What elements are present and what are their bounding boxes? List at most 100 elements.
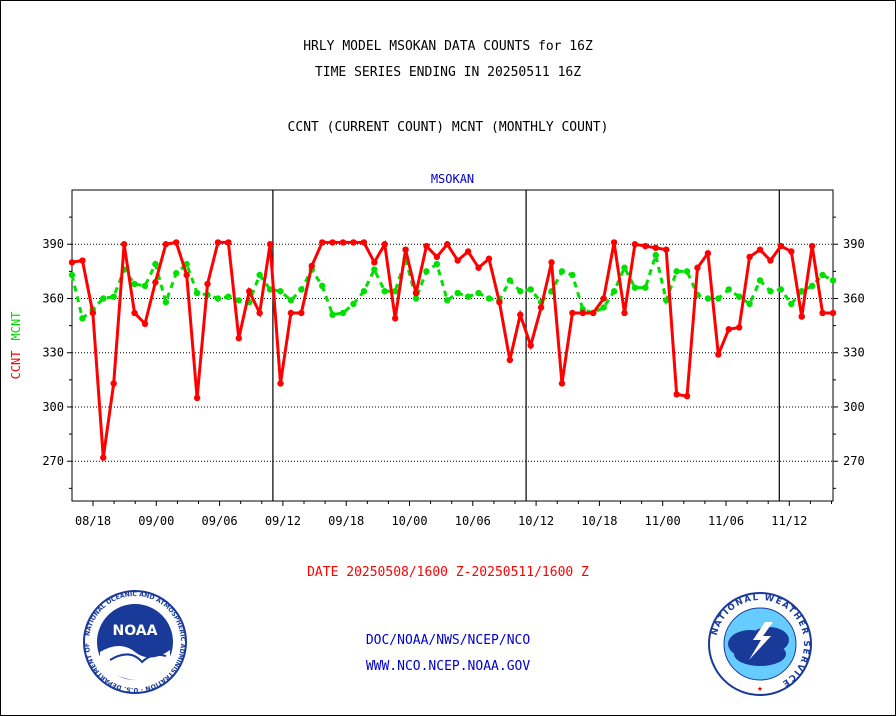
mcnt-point: [725, 286, 732, 293]
mcnt-point: [642, 284, 649, 291]
mcnt-point: [423, 268, 430, 275]
ccnt-point: [256, 309, 263, 317]
mcnt-point: [329, 311, 336, 318]
ccnt-point: [777, 242, 785, 250]
ccnt-point: [79, 257, 86, 264]
ccnt-point: [579, 309, 587, 317]
ccnt-point: [798, 313, 805, 320]
x-tick-label-0: 08/18: [75, 514, 111, 528]
mcnt-point: [819, 271, 826, 279]
mcnt-point: [756, 277, 764, 284]
mcnt-point: [767, 288, 774, 295]
mcnt-point: [621, 264, 628, 271]
mcnt-point: [287, 297, 295, 304]
ccnt-point: [298, 309, 305, 317]
mcnt-point: [788, 300, 795, 308]
mcnt-point: [485, 295, 493, 302]
ccnt-point: [464, 248, 472, 255]
ccnt-point: [183, 271, 190, 279]
plot-frame: [71, 189, 834, 502]
ccnt-point: [715, 351, 722, 358]
website-link[interactable]: WWW.NCO.NCEP.NOAA.GOV: [365, 659, 531, 674]
nws-star-icon: ★: [757, 684, 763, 694]
mcnt-point: [517, 288, 524, 295]
x-tick-label-6: 10/06: [455, 514, 491, 528]
mcnt-point: [798, 288, 805, 295]
x-tick-label-4: 09/18: [328, 514, 364, 528]
mcnt-point: [79, 315, 86, 322]
mcnt-point: [746, 300, 753, 308]
ccnt-point: [110, 380, 117, 387]
y-tick-label-right-4: 390: [843, 237, 865, 251]
ccnt-point: [548, 259, 555, 266]
plot-label: MSOKAN: [431, 172, 474, 186]
y-axis-label: CCNT MCNT: [9, 312, 23, 380]
y-axis-label-group: CCNT MCNT: [9, 312, 23, 380]
ccnt-point: [246, 288, 253, 295]
ccnt-point: [402, 246, 409, 253]
mcnt-point: [808, 282, 816, 290]
org-path-text: DOC/NOAA/NWS/NCEP/NCO: [365, 633, 531, 648]
x-tick-label-3: 09/12: [265, 514, 301, 528]
ccnt-point: [89, 309, 97, 317]
mcnt-point: [173, 269, 180, 277]
x-tick-label-10: 11/06: [708, 514, 744, 528]
ccnt-point: [266, 241, 274, 248]
mcnt-point: [131, 280, 138, 288]
chart-title-line1: HRLY MODEL MSOKAN DATA COUNTS for 16Z: [303, 39, 593, 54]
mcnt-point: [68, 271, 76, 279]
ccnt-point: [642, 242, 649, 250]
mcnt-point: [631, 284, 639, 291]
mcnt-point: [663, 297, 670, 304]
ccnt-point: [68, 259, 76, 266]
ccnt-point: [475, 264, 482, 271]
mcnt-point: [735, 293, 743, 300]
mcnt-point: [256, 271, 263, 279]
ccnt-point: [152, 279, 159, 286]
ccnt-point: [829, 309, 837, 317]
mcnt-point: [704, 295, 712, 302]
ccnt-point: [339, 239, 347, 246]
mcnt-point: [569, 271, 576, 279]
ccnt-point: [204, 280, 211, 288]
ccnt-point: [350, 239, 357, 246]
ccnt-point: [329, 239, 336, 246]
ccnt-point: [704, 250, 712, 257]
mcnt-point: [350, 300, 357, 308]
ccnt-point: [100, 454, 107, 461]
ccnt-point: [444, 241, 451, 248]
mcnt-point: [444, 297, 451, 304]
date-range-label: DATE 20250508/1600 Z-20250511/1600 Z: [307, 565, 589, 580]
mcnt-point: [381, 288, 388, 295]
x-tick-label-9: 11/00: [645, 514, 681, 528]
mcnt-point: [225, 293, 232, 300]
ccnt-point: [735, 324, 743, 331]
mcnt-point: [475, 289, 482, 297]
mcnt-point: [454, 289, 461, 297]
ccnt-point: [381, 241, 388, 248]
ccnt-point: [214, 239, 222, 246]
mcnt-point: [162, 298, 170, 306]
ccnt-point: [131, 309, 138, 317]
ccnt-point: [610, 239, 618, 246]
ccnt-point: [360, 239, 368, 246]
mcnt-point: [193, 289, 201, 297]
ccnt-point: [527, 342, 534, 349]
mcnt-point: [266, 286, 274, 293]
mcnt-point: [100, 295, 107, 302]
mcnt-point: [715, 295, 722, 302]
ccnt-point: [746, 253, 753, 261]
x-tick-label-7: 10/12: [518, 514, 554, 528]
ccnt-point: [485, 255, 493, 262]
ccnt-point: [141, 320, 149, 328]
ccnt-point: [120, 241, 128, 248]
ccnt-point: [788, 248, 795, 255]
ccnt-point: [590, 309, 597, 317]
mcnt-point: [600, 304, 607, 311]
mcnt-point: [391, 288, 399, 295]
mcnt-point: [318, 282, 326, 290]
ccnt-point: [308, 262, 315, 270]
ccnt-point: [767, 257, 774, 264]
chart-title-line2: TIME SERIES ENDING IN 20250511 16Z: [314, 65, 582, 80]
